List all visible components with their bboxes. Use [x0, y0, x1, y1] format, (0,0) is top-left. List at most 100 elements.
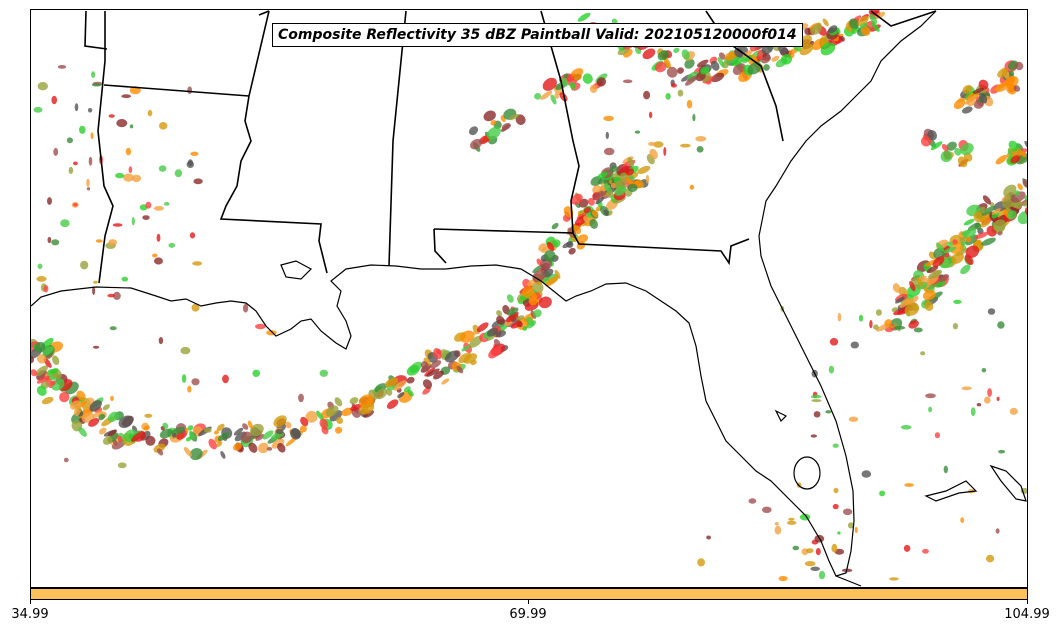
- paintball-blob: [1016, 153, 1027, 165]
- paintball-blob: [742, 49, 753, 58]
- paintball-blob: [350, 403, 362, 412]
- paintball-blob: [143, 425, 150, 431]
- paintball-blob: [609, 179, 613, 185]
- paintball-blob: [36, 385, 47, 396]
- paintball-blob: [981, 205, 996, 216]
- paintball-blob: [673, 47, 680, 54]
- paintball-blob: [203, 427, 212, 433]
- paintball-blob: [573, 73, 582, 81]
- paintball-blob: [928, 270, 943, 279]
- paintball-blob: [214, 430, 219, 435]
- arkansas-louisiana-border: [84, 10, 108, 50]
- coastline: [31, 10, 1027, 587]
- paintball-blob: [496, 310, 503, 317]
- paintball-blob: [73, 202, 78, 207]
- paintball-blob: [59, 391, 70, 403]
- paintball-blob: [41, 396, 54, 405]
- paintball-blob: [892, 283, 901, 293]
- paintball-blob: [979, 92, 988, 104]
- paintball-blob: [566, 241, 574, 248]
- paintball-blob: [49, 368, 59, 375]
- paintball-blob: [490, 120, 497, 126]
- paintball-blob: [603, 115, 614, 122]
- paintball-blob: [825, 410, 832, 414]
- paintball-blob: [920, 136, 932, 147]
- paintball-blob: [493, 339, 501, 347]
- paintball-blob: [91, 83, 102, 87]
- paintball-blob: [561, 77, 569, 87]
- paintball-blob: [597, 171, 608, 179]
- paintball-blob: [810, 566, 820, 571]
- paintball-blob: [979, 220, 991, 228]
- paintball-blob: [869, 13, 878, 24]
- paintball-blob: [970, 407, 976, 417]
- paintball-blob: [543, 250, 556, 262]
- paintball-blob: [889, 325, 895, 329]
- paintball-blob: [810, 434, 817, 438]
- paintball-blob: [131, 174, 142, 183]
- paintball-blob: [622, 79, 633, 84]
- colorbar-tick-label-middle: 69.99: [509, 607, 547, 622]
- paintball-blob: [946, 141, 957, 151]
- paintball-blob: [1014, 190, 1021, 196]
- paintball-blob: [950, 242, 965, 254]
- paintball-blob: [603, 209, 609, 216]
- paintball-blob: [815, 548, 821, 556]
- colorbar-tick-label-right: 104.99: [1004, 607, 1050, 622]
- paintball-blob: [285, 421, 292, 429]
- paintball-blob: [920, 351, 926, 356]
- paintball-blob: [258, 442, 269, 454]
- paintball-blob: [965, 245, 980, 258]
- paintball-blob: [1007, 210, 1017, 220]
- paintball-blob: [589, 84, 598, 94]
- paintball-blob: [748, 498, 757, 504]
- paintball-blob: [31, 355, 34, 364]
- paintball-blob: [609, 165, 619, 173]
- paintball-blob: [1015, 61, 1024, 71]
- paintball-blob: [112, 223, 123, 227]
- paintball-blob: [1008, 140, 1019, 152]
- paintball-blob: [806, 548, 814, 554]
- paintball-blob: [717, 57, 725, 68]
- paintball-blob: [960, 143, 974, 155]
- paintball-blob: [993, 83, 1007, 91]
- paintball-blob: [546, 241, 555, 252]
- paintball-blob: [90, 132, 94, 140]
- paintball-blob: [107, 411, 119, 422]
- paintball-blob: [300, 416, 309, 427]
- paintball-blob: [191, 378, 200, 386]
- paintball-blob: [468, 126, 479, 136]
- paintball-blob: [995, 155, 1008, 165]
- paintball-blob: [158, 337, 164, 345]
- paintball-blob: [810, 394, 822, 399]
- paintball-blob: [441, 378, 450, 385]
- paintball-blob: [981, 237, 996, 246]
- paintball-blob: [774, 525, 782, 535]
- paintball-blob: [649, 148, 658, 160]
- paintball-blob: [88, 156, 93, 166]
- paintball-blob: [486, 126, 501, 140]
- state-borders: [84, 10, 937, 284]
- paintball-blob: [93, 345, 100, 349]
- paintball-blob: [180, 346, 191, 355]
- paintball-blob: [187, 425, 194, 431]
- alabama-florida-border: [433, 228, 750, 266]
- paintball-blob: [516, 315, 525, 321]
- paintball-blob: [496, 315, 505, 325]
- paintball-blob: [192, 261, 203, 266]
- paintball-blob: [997, 231, 1003, 236]
- paintball-blob: [788, 517, 795, 521]
- paintball-blob: [63, 457, 69, 463]
- lake-pontchartrain: [280, 260, 312, 280]
- paintball-blob: [962, 84, 973, 94]
- paintball-blob: [643, 90, 651, 100]
- paintball-blob: [510, 321, 522, 329]
- paintball-blob: [545, 276, 559, 287]
- paintball-blob: [252, 369, 260, 377]
- paintball-blob: [31, 369, 38, 377]
- paintball-blob: [51, 239, 60, 246]
- paintball-blob: [710, 60, 720, 71]
- alabama-florida-west: [433, 228, 447, 264]
- paintball-blob: [406, 365, 420, 376]
- paintball-blob: [934, 432, 941, 439]
